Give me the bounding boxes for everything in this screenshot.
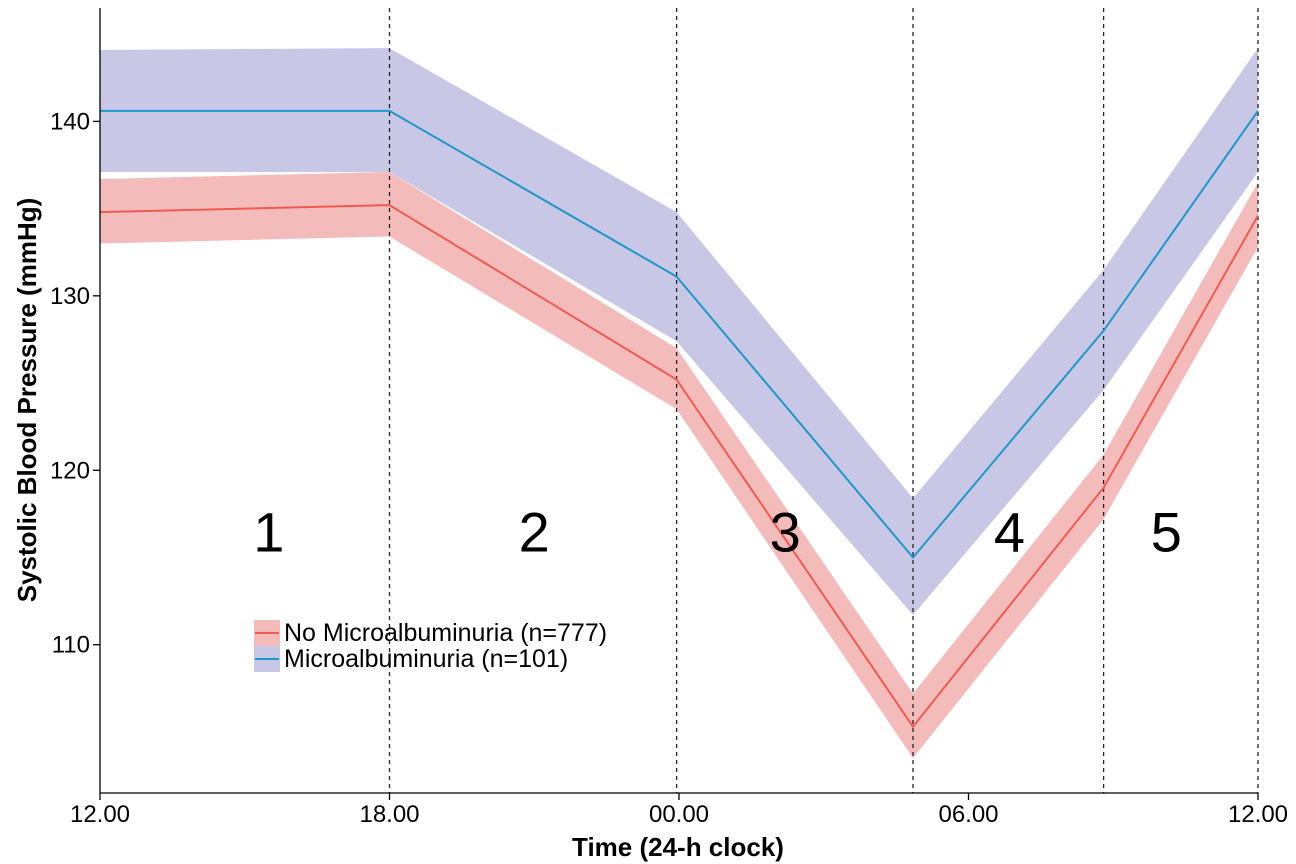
- x-tick-label: 00.00: [649, 801, 709, 828]
- legend-label: Microalbuminuria (n=101): [284, 645, 568, 673]
- series-line-1: [99, 204, 1259, 729]
- x-tick-label: 06.00: [938, 801, 998, 828]
- y-tick-label: 140: [50, 108, 90, 135]
- segment-label: 5: [1151, 500, 1182, 563]
- x-tick-label: 12.00: [70, 801, 130, 828]
- axes: 110 120 130 140 12.00 18.00 00.00 06.00 12.00: [50, 8, 1288, 828]
- y-tick-label: 130: [50, 283, 90, 310]
- segment-label: 4: [994, 500, 1025, 563]
- segment-divider-lines: [388, 8, 1259, 793]
- series-lines: [99, 109, 1259, 729]
- x-tick-label: 18.00: [359, 801, 419, 828]
- confidence-band-series-2: [100, 48, 1258, 616]
- confidence-bands: [100, 48, 1258, 759]
- x-axis-title: Time (24-h clock): [572, 832, 784, 862]
- segment-labels: 1 2 3 4 5: [253, 500, 1182, 563]
- x-tick-label: 12.00: [1228, 801, 1288, 828]
- series-line-2: [100, 109, 1259, 560]
- legend: No Microalbuminuria (n=777)Microalbuminu…: [254, 619, 607, 673]
- y-tick-label: 110: [52, 632, 90, 659]
- segment-label: 3: [770, 500, 801, 563]
- confidence-band-series-1: [100, 172, 1258, 759]
- segment-label: 2: [519, 500, 550, 563]
- y-tick-label: 120: [50, 457, 90, 484]
- segment-label: 1: [253, 500, 284, 563]
- legend-label: No Microalbuminuria (n=777): [284, 619, 607, 647]
- y-axis-title: Systolic Blood Pressure (mmHg): [12, 198, 42, 603]
